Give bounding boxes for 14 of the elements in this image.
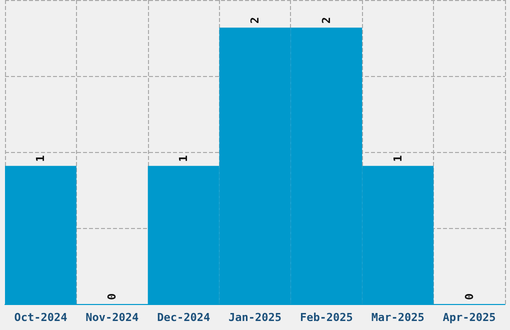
data-label: 1 — [391, 154, 404, 162]
x-tick-label: Jan-2025 — [228, 311, 282, 324]
x-tick-label: Apr-2025 — [442, 311, 496, 324]
data-label: 0 — [462, 293, 476, 300]
data-label: 1 — [34, 154, 48, 162]
data-label: 0 — [106, 293, 119, 300]
data-label: 2 — [320, 17, 333, 24]
x-tick-label: Mar-2025 — [371, 311, 424, 324]
x-tick-label: Nov-2024 — [86, 311, 140, 324]
data-label: 2 — [248, 17, 262, 24]
x-tick-label: Dec-2024 — [157, 311, 210, 324]
x-tick-label: Oct-2024 — [14, 311, 68, 324]
x-tick-label: Feb-2025 — [300, 311, 353, 324]
data-label: 1 — [177, 154, 190, 162]
